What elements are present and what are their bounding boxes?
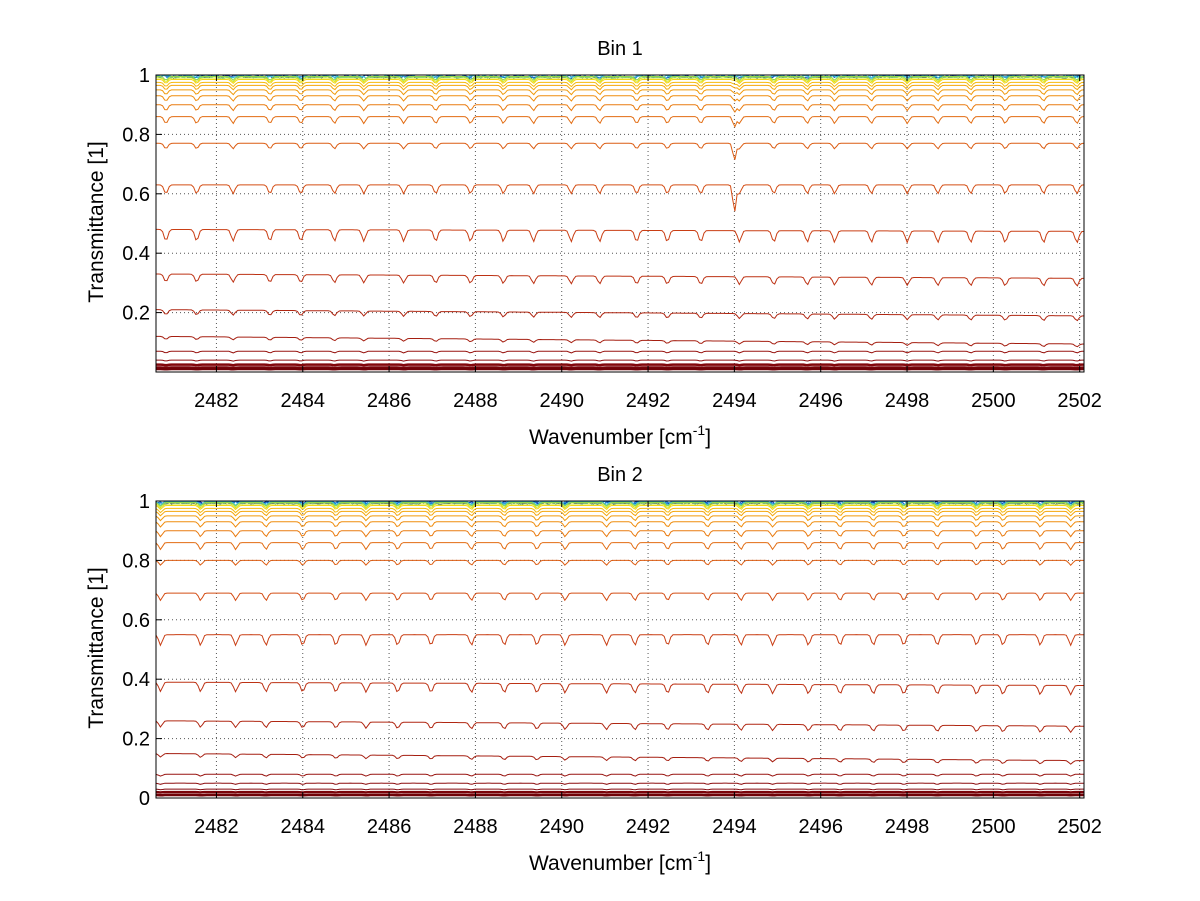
x-tick-label: 2486 xyxy=(367,390,412,412)
transmittance-series-line xyxy=(156,273,1085,287)
y-tick-label: 0 xyxy=(139,788,150,810)
x-tick-label: 2486 xyxy=(367,816,412,838)
transmittance-series-line xyxy=(155,681,1084,696)
transmittance-series-line xyxy=(156,142,1085,160)
x-tick-label: 2490 xyxy=(539,390,584,412)
y-tick-label: 1 xyxy=(139,491,150,513)
x-tick-label: 2502 xyxy=(1057,816,1102,838)
y-tick-label: 0.2 xyxy=(122,303,150,325)
x-tick-label: 2496 xyxy=(798,390,843,412)
y-tick-label: 0.4 xyxy=(122,243,150,265)
transmittance-series-line xyxy=(156,81,1085,88)
x-tick-label: 2482 xyxy=(194,816,239,838)
plot-frame xyxy=(155,500,1085,799)
transmittance-series-line xyxy=(155,510,1084,517)
y-tick-label: 0.8 xyxy=(122,124,150,146)
transmittance-series-line xyxy=(155,752,1084,765)
x-tick-label: 2492 xyxy=(626,390,671,412)
x-axis-label: Wavenumber [cm-1] xyxy=(529,848,711,875)
y-axis-label: Transmittance [1] xyxy=(85,141,108,302)
transmittance-series-line xyxy=(155,559,1084,566)
transmittance-series-line xyxy=(156,95,1085,102)
transmittance-series-line xyxy=(155,503,1084,509)
transmittance-series-line xyxy=(156,104,1085,113)
transmittance-series-line xyxy=(155,720,1084,734)
transmittance-series-line xyxy=(155,634,1084,647)
x-axis-label: Wavenumber [cm-1] xyxy=(529,422,711,449)
transmittance-series-line xyxy=(156,79,1085,85)
x-tick-label: 2494 xyxy=(712,816,757,838)
transmittance-series-line xyxy=(156,228,1085,244)
x-axis-ticks: 2482 2484 2486 2488 2490 2492 2494 2496 2498 2500… xyxy=(194,75,1102,412)
transmittance-series-line xyxy=(156,350,1085,354)
transmittance-series-line xyxy=(155,592,1084,602)
transmittance-series-line xyxy=(155,502,1084,507)
transmittance-lines xyxy=(155,500,1085,797)
transmittance-series-line xyxy=(155,788,1084,791)
y-tick-label: 0.8 xyxy=(122,550,150,572)
transmittance-series-line xyxy=(156,184,1085,212)
transmittance-series-line xyxy=(156,84,1085,91)
chart-panel-bin-2: Bin 2 2482 2484 2486 2488 2490 2492 2494 2496 24… xyxy=(85,464,1102,875)
x-tick-label: 2500 xyxy=(971,816,1016,838)
transmittance-series-line xyxy=(155,542,1084,551)
transmittance-series-line xyxy=(156,363,1084,367)
y-tick-label: 1 xyxy=(139,65,150,87)
x-tick-label: 2498 xyxy=(885,390,930,412)
transmittance-series-line xyxy=(155,515,1084,522)
chart-title: Bin 2 xyxy=(597,464,643,486)
y-tick-label: 0.2 xyxy=(122,729,150,751)
y-tick-label: 0.6 xyxy=(122,610,150,632)
transmittance-series-line xyxy=(156,89,1085,96)
y-axis-ticks: 0.2 0.4 0.6 0.8 1 xyxy=(122,65,162,325)
x-tick-label: 2488 xyxy=(453,390,498,412)
x-tick-label: 2496 xyxy=(798,816,843,838)
x-tick-label: 2484 xyxy=(281,390,326,412)
x-tick-label: 2498 xyxy=(885,816,930,838)
transmittance-series-line xyxy=(156,309,1085,322)
x-tick-label: 2488 xyxy=(453,816,498,838)
chart-title: Bin 1 xyxy=(597,38,643,60)
y-axis-label: Transmittance [1] xyxy=(85,567,108,728)
transmittance-series-line xyxy=(155,507,1084,514)
x-tick-label: 2490 xyxy=(539,816,584,838)
transmittance-series-line xyxy=(156,359,1084,362)
x-tick-label: 2500 xyxy=(971,390,1016,412)
plot-area xyxy=(156,501,1084,798)
chart-panel-bin-1: Bin 1 2482 2484 2486 2488 2490 2492 2494 2496 24… xyxy=(85,38,1102,449)
transmittance-series-line xyxy=(156,116,1085,128)
transmittance-series-line xyxy=(156,77,1085,83)
x-tick-label: 2484 xyxy=(281,816,326,838)
y-axis-ticks: 0 0.2 0.4 0.6 0.8 1 xyxy=(122,491,162,810)
transmittance-series-line xyxy=(155,521,1084,528)
x-tick-label: 2494 xyxy=(712,390,757,412)
transmittance-series-line xyxy=(155,501,1084,506)
x-tick-label: 2482 xyxy=(194,390,239,412)
transmittance-lines xyxy=(155,74,1085,371)
y-tick-label: 0.4 xyxy=(122,669,150,691)
x-axis-ticks: 2482 2484 2486 2488 2490 2492 2494 2496 2498 2500… xyxy=(194,501,1102,838)
transmittance-series-line xyxy=(156,76,1085,81)
x-tick-label: 2502 xyxy=(1057,390,1102,412)
y-tick-label: 0.6 xyxy=(122,184,150,206)
transmittance-series-line xyxy=(155,530,1084,538)
transmittance-series-line xyxy=(155,773,1084,777)
x-tick-label: 2492 xyxy=(626,816,671,838)
plot-frame xyxy=(155,74,1085,373)
plot-area xyxy=(156,75,1084,372)
transmittance-series-line xyxy=(156,335,1085,348)
transmittance-series-line xyxy=(155,782,1084,785)
transmittance-series-line xyxy=(155,505,1084,511)
